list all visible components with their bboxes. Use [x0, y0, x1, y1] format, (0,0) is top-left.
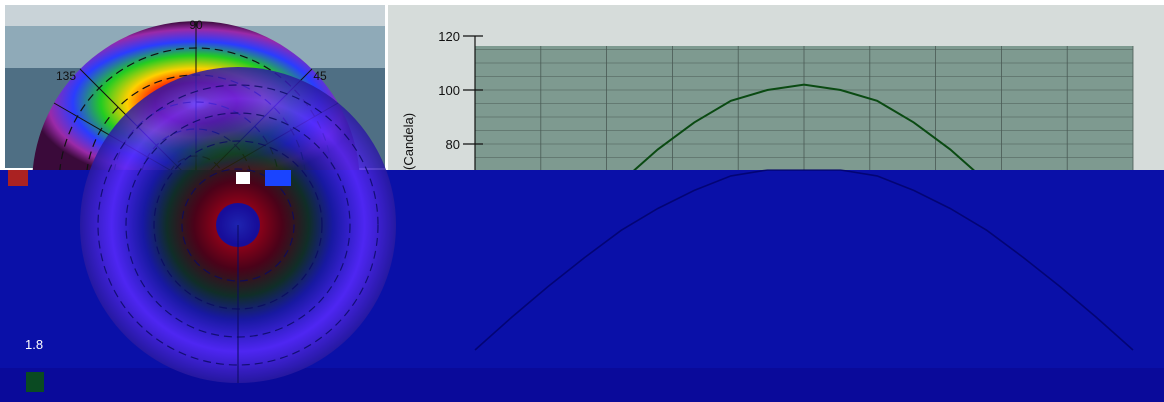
- y-tick-label: 80: [446, 137, 460, 152]
- artifact-label: 1.8: [25, 337, 43, 352]
- artifact-color-strip-3: [265, 170, 291, 186]
- y-tick-label: 120: [438, 29, 460, 44]
- artifact-color-strip-1: [8, 170, 28, 186]
- polar-band-light: [5, 5, 385, 26]
- y-tick-label: 100: [438, 83, 460, 98]
- artifact-color-strip-2: [236, 172, 250, 184]
- candela-curve: [633, 83, 975, 170]
- polar-angle-label-45: 45: [313, 69, 327, 83]
- y-axis-label: (Candela): [401, 113, 416, 170]
- polar-angle-label-135: 135: [56, 69, 76, 83]
- glitch-overlay: 1.8: [0, 67, 1164, 402]
- polar-angle-label-90: 90: [189, 18, 203, 32]
- line-chart-panel: 120 100 80 (Candela): [388, 5, 1164, 199]
- y-axis-ticks: 120 100 80: [438, 29, 483, 152]
- overlay-band-bottom: [0, 368, 1164, 402]
- artifact-color-strip-4: [26, 372, 44, 392]
- candela-curve-ghost: [474, 169, 1134, 351]
